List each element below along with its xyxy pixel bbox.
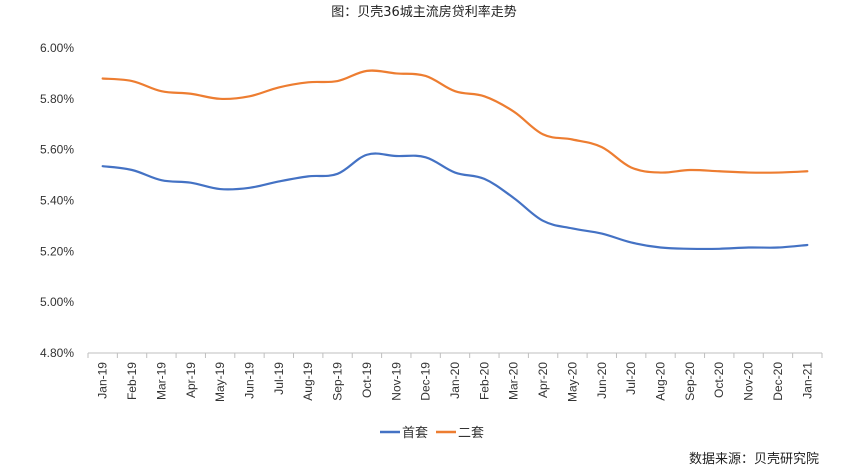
y-tick-label: 5.60% (40, 143, 74, 157)
series-line-1 (101, 152, 809, 251)
x-tick-label: Jul-20 (624, 362, 638, 395)
x-tick-label: Jun-20 (595, 362, 609, 399)
y-axis-labels: 4.80% 5.00% 5.20% 5.40% 5.60% 5.80% 6.00% (40, 41, 74, 360)
x-tick-label: Dec-20 (771, 362, 785, 401)
x-tick-label: Nov-20 (742, 362, 756, 401)
legend: 首套 二套 (380, 425, 484, 440)
x-tick-label: Jan-20 (448, 362, 462, 399)
x-tick-label: May-19 (213, 362, 227, 402)
x-tick-label: Nov-19 (389, 362, 403, 401)
x-tick-label: Jan-19 (96, 362, 110, 399)
y-tick-label: 5.80% (40, 92, 74, 106)
x-tick-label: Oct-20 (712, 362, 726, 398)
series-line-2 (101, 69, 809, 174)
x-tick-label: Dec-19 (419, 362, 433, 401)
data-source-note: 数据来源：贝壳研究院 (688, 452, 819, 467)
x-tick-label: May-20 (565, 362, 579, 402)
x-tick-label: Feb-19 (125, 362, 139, 400)
x-tick-label: Sep-20 (683, 362, 697, 401)
x-tick-label: Sep-19 (331, 362, 345, 401)
x-tick-label: Mar-19 (154, 362, 168, 400)
legend-label: 二套 (458, 425, 484, 440)
y-tick-label: 4.80% (40, 346, 74, 360)
y-tick-label: 6.00% (40, 41, 74, 55)
series-lines (101, 69, 809, 251)
x-axis: Jan-19 Feb-19 Mar-19 Apr-19 May-19 Jun-19 Jul-… (87, 352, 823, 402)
x-tick-label: Oct-19 (360, 362, 374, 398)
x-tick-label: Jun-19 (242, 362, 256, 399)
y-tick-label: 5.40% (40, 194, 74, 208)
x-tick-label: Jul-19 (272, 362, 286, 395)
x-tick-label: Feb-20 (477, 362, 491, 400)
x-tick-label: Mar-20 (507, 362, 521, 400)
legend-label: 首套 (402, 425, 428, 440)
x-tick-label: Jan-21 (800, 362, 814, 399)
y-tick-label: 5.00% (40, 295, 74, 309)
x-tick-label: Apr-19 (184, 362, 198, 398)
x-tick-label: Aug-20 (654, 362, 668, 401)
x-tick-label: Apr-20 (536, 362, 550, 398)
x-tick-label: Aug-19 (301, 362, 315, 401)
chart-title: 图：贝壳36城主流房贷利率走势 (331, 5, 517, 20)
y-tick-label: 5.20% (40, 244, 74, 258)
